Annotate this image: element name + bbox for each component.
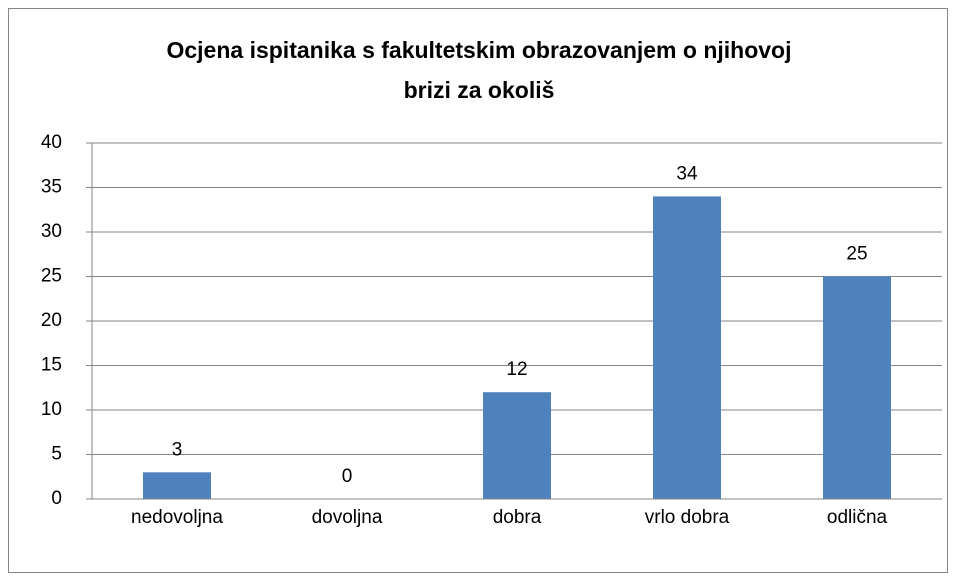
x-tick-label: dovoljna [312,507,383,528]
bar [483,392,551,499]
data-label: 25 [846,244,867,265]
y-tick-label: 20 [41,310,62,331]
x-tick-label: odlična [827,507,888,528]
bar [143,472,211,499]
y-tick-label: 5 [51,444,62,465]
data-label: 3 [172,439,183,460]
y-tick-label: 40 [41,132,62,153]
data-label: 0 [342,466,353,487]
chart-frame [8,8,948,573]
bar [823,276,891,499]
y-tick-label: 0 [51,488,62,509]
y-tick-label: 15 [41,355,62,376]
data-label: 34 [676,163,698,184]
chart-title: Ocjena ispitanika s fakultetskim obrazov… [166,37,792,103]
x-tick-label: vrlo dobra [645,507,730,528]
y-tick-label: 35 [41,177,62,198]
x-tick-label: nedovoljna [131,507,223,528]
y-tick-label: 10 [41,399,62,420]
data-label: 12 [506,359,527,380]
bar [653,196,721,499]
y-tick-label: 25 [41,266,62,287]
y-tick-label: 30 [41,221,62,242]
x-tick-label: dobra [493,507,542,528]
